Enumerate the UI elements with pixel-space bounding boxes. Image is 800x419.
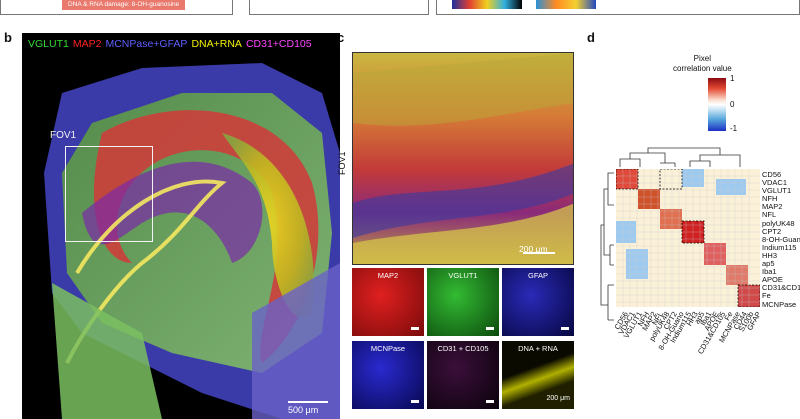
previous-row-strip: DNA & RNA damage: 8-OH-guanosine (0, 0, 800, 18)
panel-letter-d: d (587, 30, 595, 45)
panel-letter-b: b (4, 30, 12, 45)
panel-c-main-image (352, 52, 574, 265)
panel-c-fov-label: FOV1 (337, 151, 347, 175)
colorbar-tick-max: 1 (730, 74, 735, 83)
row-label: APOE (762, 275, 783, 285)
colorbar-title-line1: Pixel (693, 54, 712, 63)
tile-vglut1: VGLUT1 (427, 268, 499, 336)
row-label: CPT2 (762, 226, 782, 236)
panel-b-legend: VGLUT1 MAP2 MCNPase+GFAP DNA+RNA CD31+CD105 (28, 38, 316, 50)
row-label: 8-OH-Guano (762, 234, 800, 244)
row-label: Fe (762, 291, 771, 301)
tile-label-mcnpase: MCNPase (370, 344, 406, 353)
colorbar-title-line2: correlation value (673, 64, 732, 73)
tile-cd31-cd105: CD31 + CD105 (427, 341, 499, 409)
tile-label-vglut1: VGLUT1 (448, 271, 478, 280)
colorbar-tick-zero: 0 (730, 100, 735, 109)
top-dendrogram (619, 147, 741, 167)
tile-scale-bar (486, 400, 494, 403)
tile-mcnpase: MCNPase (352, 341, 424, 409)
colorbar-title: Pixel correlation value (673, 54, 732, 74)
fov1-zoom-image (353, 53, 573, 264)
row-label: Iba1 (762, 267, 777, 277)
damage-label: DNA & RNA damage: 8-OH-guanosine (62, 0, 186, 10)
previous-image-strip-1 (452, 0, 522, 9)
panel-c-scale-text: 200 μm (519, 244, 548, 254)
row-label: ap5 (762, 259, 775, 269)
tile-scale-bar (561, 327, 569, 330)
tile-scale-bar (411, 327, 419, 330)
row-label: CD31&CD105 (762, 283, 800, 293)
heatmap-grid (616, 169, 760, 307)
panel-b-scale-text: 500 μm (288, 405, 319, 415)
correlation-heatmap (616, 169, 760, 307)
row-label: CD56 (762, 170, 782, 179)
heatmap-column-labels: CD56 VDAC1 VGLUT1 NFH MAP2 NFL polyUK48 … (612, 310, 766, 370)
colorbar-tick-min: -1 (730, 124, 738, 133)
fov1-box (65, 146, 153, 242)
previous-image-strip-2 (536, 0, 596, 9)
row-label: Indium115 (762, 242, 797, 252)
tile-label-gfap: GFAP (527, 271, 548, 280)
legend-map2: MAP2 (72, 38, 102, 50)
previous-panel-frame-middle (249, 0, 429, 15)
legend-vglut1: VGLUT1 (28, 38, 69, 50)
colorbar (708, 78, 726, 131)
tile-scale-bar (411, 400, 419, 403)
tile-label-cd31-cd105: CD31 + CD105 (437, 344, 489, 353)
tile-map2: MAP2 (352, 268, 424, 336)
row-label: polyUK48 (762, 218, 795, 228)
fov1-label: FOV1 (50, 130, 77, 141)
dendrograms (600, 147, 741, 321)
row-label: MAP2 (762, 202, 783, 212)
tile-dna-rna: DNA + RNA 200 μm (502, 341, 574, 409)
legend-cd31-cd105: CD31+CD105 (245, 38, 312, 50)
panel-letter-c: c (337, 30, 345, 45)
tile-label-map2: MAP2 (377, 271, 399, 280)
row-label: VDAC1 (762, 178, 788, 188)
left-dendrogram (600, 172, 614, 321)
legend-dna-rna: DNA+RNA (191, 38, 242, 50)
tile-scale-bar (486, 327, 494, 330)
row-label: HH3 (762, 250, 778, 260)
panel-b-tissue-image: VGLUT1 MAP2 MCNPase+GFAP DNA+RNA CD31+CD105 (22, 33, 340, 419)
brain-section-image (44, 63, 340, 419)
tile-scale-text: 200 μm (546, 395, 571, 402)
row-label: MCNPase (762, 299, 797, 309)
legend-mcnpase-gfap: MCNPase+GFAP (105, 38, 188, 50)
panel-c-scale-bar (523, 252, 555, 254)
heatmap-row-labels: CD56 VDAC1 VGLUT1 NFH MAP2 NFL polyUK48 … (762, 170, 800, 309)
row-label: NFL (762, 210, 777, 220)
row-label: NFH (762, 194, 778, 204)
tile-gfap: GFAP (502, 268, 574, 336)
tile-label-dna-rna: DNA + RNA (518, 344, 558, 353)
row-label: VGLUT1 (762, 186, 792, 196)
panel-b-scale-bar (288, 401, 328, 403)
